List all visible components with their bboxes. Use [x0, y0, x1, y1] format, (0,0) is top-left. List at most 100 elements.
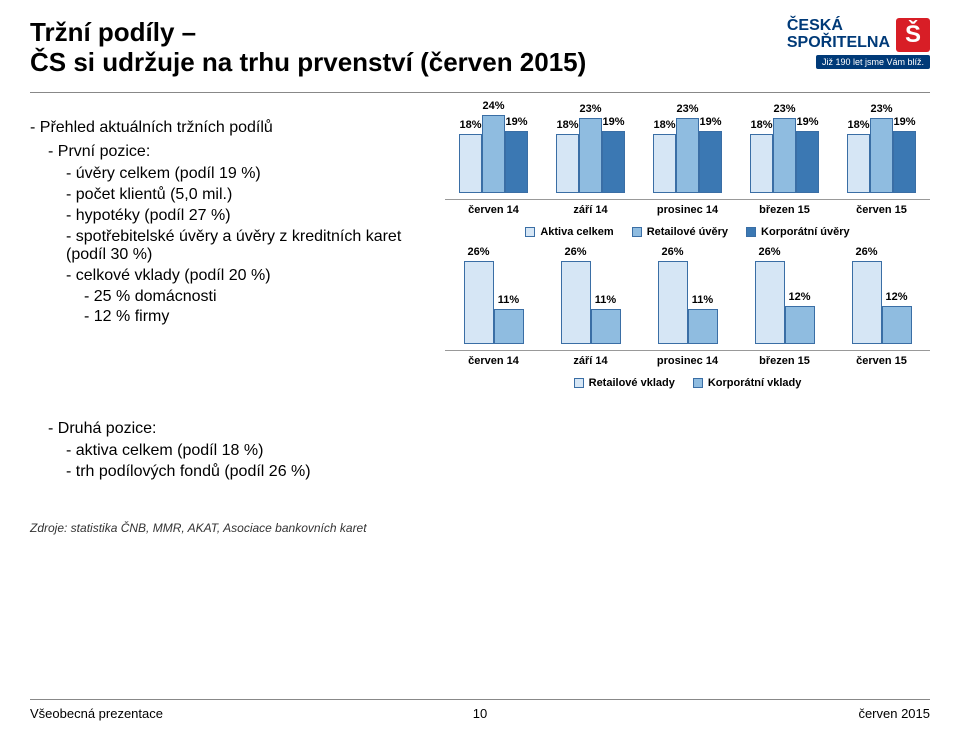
x-axis-label: červen 14 [449, 204, 539, 216]
chart-bar: 19% [893, 131, 916, 193]
legend-swatch-icon [574, 378, 584, 388]
bar-value-label: 23% [773, 103, 795, 115]
legend-item: Aktiva celkem [525, 226, 613, 238]
bar-value-label: 26% [855, 246, 877, 258]
chart-bar: 19% [505, 131, 528, 193]
footer-right: červen 2015 [858, 706, 930, 721]
bullet-item: hypotéky (podíl 27 %) [30, 207, 425, 225]
bar-value-label: 24% [482, 100, 504, 112]
page-title: Tržní podíly – ČS si udržuje na trhu prv… [30, 18, 586, 78]
bullet-subitem: 25 % domácnosti [30, 288, 425, 306]
header: Tržní podíly – ČS si udržuje na trhu prv… [30, 18, 930, 78]
x-axis-label: červen 15 [837, 204, 927, 216]
chart-group: 18%23%19% [837, 105, 927, 193]
bar-value-label: 19% [699, 116, 721, 128]
legend-swatch-icon [693, 378, 703, 388]
bullet-item: počet klientů (5,0 mil.) [30, 186, 425, 204]
bar-value-label: 11% [498, 294, 519, 306]
chart-bar: 23% [870, 118, 893, 193]
bar-value-label: 11% [595, 294, 616, 306]
bullet-item: úvěry celkem (podíl 19 %) [30, 165, 425, 183]
chart-bar: 26% [464, 261, 494, 343]
bullet-item: celkové vklady (podíl 20 %) [30, 267, 425, 285]
first-position-heading: První pozice: [30, 143, 425, 161]
bullet-subitem: 12 % firmy [30, 308, 425, 326]
chart-bar: 26% [852, 261, 882, 343]
text-content: Přehled aktuálních tržních podílů První … [30, 109, 425, 535]
charts-container: 18%24%19%18%23%19%18%23%19%18%23%19%18%2… [445, 109, 930, 535]
chart-bar: 12% [785, 306, 815, 344]
bar-value-label: 23% [870, 103, 892, 115]
legend-label: Korporátní úvěry [761, 226, 850, 238]
chart-loans: 18%24%19%18%23%19%18%23%19%18%23%19%18%2… [445, 109, 930, 238]
chart-bar: 18% [653, 134, 676, 193]
chart-bar: 11% [688, 309, 718, 344]
logo-tagline: Již 190 let jsme Vám blíž. [816, 55, 930, 69]
bar-value-label: 19% [796, 116, 818, 128]
x-axis-label: září 14 [546, 204, 636, 216]
x-axis-label: září 14 [546, 355, 636, 367]
chart-bar: 11% [494, 309, 524, 344]
overview-heading: Přehled aktuálních tržních podílů [30, 119, 425, 137]
bar-value-label: 12% [788, 291, 810, 303]
legend-swatch-icon [632, 227, 642, 237]
logo-text-line1: ČESKÁ [787, 18, 890, 35]
legend-item: Retailové vklady [574, 377, 675, 389]
bar-value-label: 18% [750, 119, 772, 131]
bullet-item: spotřebitelské úvěry a úvěry z kreditníc… [30, 228, 425, 264]
chart-bar: 26% [561, 261, 591, 343]
chart-bar: 19% [602, 131, 625, 193]
chart-bar: 23% [579, 118, 602, 193]
bar-value-label: 26% [564, 246, 586, 258]
header-divider [30, 92, 930, 93]
chart-group: 26%11% [643, 252, 733, 344]
bar-value-label: 23% [676, 103, 698, 115]
chart-group: 18%24%19% [449, 105, 539, 193]
legend-label: Retailové vklady [589, 377, 675, 389]
legend-swatch-icon [525, 227, 535, 237]
bar-value-label: 19% [602, 116, 624, 128]
brand-logo: ČESKÁ SPOŘITELNA Š Již 190 let jsme Vám … [787, 18, 930, 70]
title-block: Tržní podíly – ČS si udržuje na trhu prv… [30, 18, 586, 78]
legend-item: Korporátní úvěry [746, 226, 850, 238]
chart-bar: 24% [482, 115, 505, 193]
bullet-item: aktiva celkem (podíl 18 %) [30, 442, 425, 460]
legend-label: Aktiva celkem [540, 226, 613, 238]
title-line2: ČS si udržuje na trhu prvenství (červen … [30, 47, 586, 77]
chart-bar: 26% [658, 261, 688, 343]
chart-bar: 23% [773, 118, 796, 193]
title-line1: Tržní podíly – [30, 17, 196, 47]
chart-bar: 19% [796, 131, 819, 193]
x-axis-label: prosinec 14 [643, 355, 733, 367]
chart-bar: 26% [755, 261, 785, 343]
legend-item: Korporátní vklady [693, 377, 802, 389]
chart-group: 18%23%19% [740, 105, 830, 193]
chart-group: 18%23%19% [643, 105, 733, 193]
page-number: 10 [473, 706, 487, 721]
x-axis-label: březen 15 [740, 355, 830, 367]
bar-value-label: 19% [893, 116, 915, 128]
legend-label: Korporátní vklady [708, 377, 802, 389]
x-axis-label: březen 15 [740, 204, 830, 216]
chart-bar: 23% [676, 118, 699, 193]
x-axis-label: prosinec 14 [643, 204, 733, 216]
bar-value-label: 26% [661, 246, 683, 258]
logo-text-line2: SPOŘITELNA [787, 35, 890, 52]
legend-label: Retailové úvěry [647, 226, 728, 238]
chart-bar: 18% [459, 134, 482, 193]
second-position-heading: Druhá pozice: [30, 420, 425, 438]
chart-bar: 18% [750, 134, 773, 193]
chart-bar: 18% [847, 134, 870, 193]
chart-bar: 18% [556, 134, 579, 193]
bar-value-label: 26% [758, 246, 780, 258]
footer-left: Všeobecná prezentace [30, 706, 163, 721]
bar-value-label: 23% [579, 103, 601, 115]
bar-value-label: 19% [505, 116, 527, 128]
bar-value-label: 11% [692, 294, 713, 306]
chart-bar: 19% [699, 131, 722, 193]
source-text: Zdroje: statistika ČNB, MMR, AKAT, Asoci… [30, 521, 425, 535]
chart-deposits: 26%11%26%11%26%11%26%12%26%12% červen 14… [445, 256, 930, 389]
logo-icon: Š [896, 18, 930, 52]
x-axis-label: červen 15 [837, 355, 927, 367]
chart-bar: 11% [591, 309, 621, 344]
